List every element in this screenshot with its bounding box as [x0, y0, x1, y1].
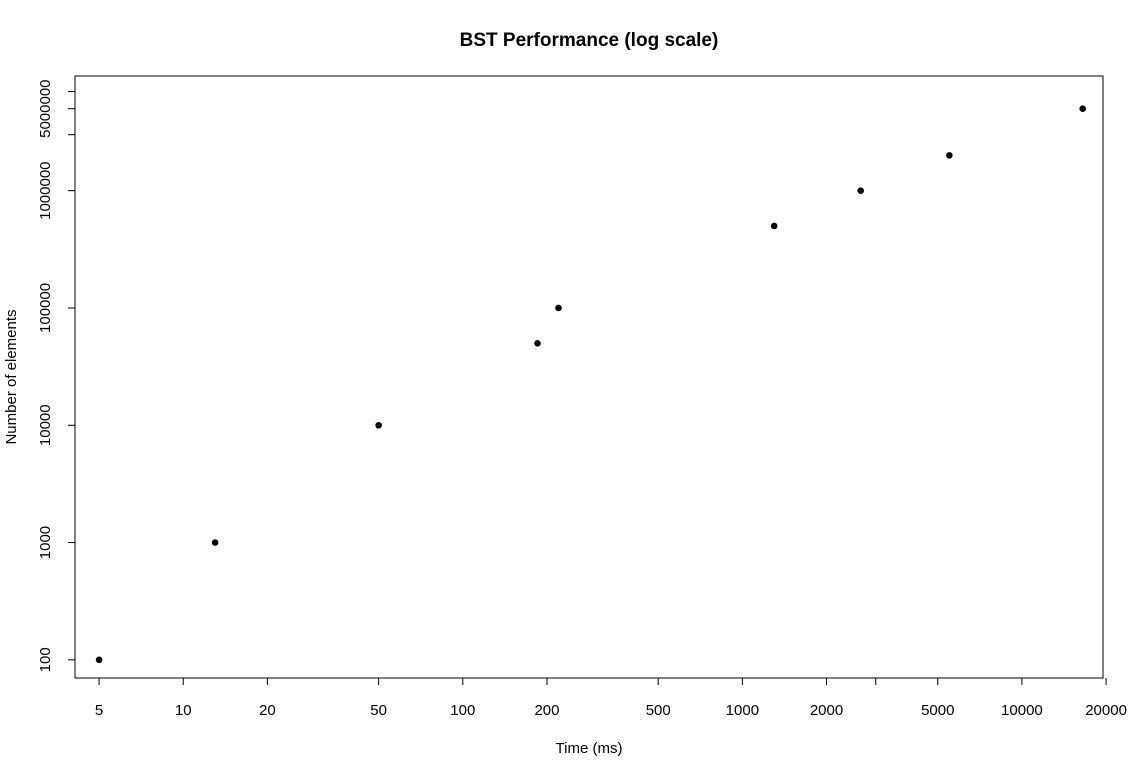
- data-point: [375, 421, 382, 429]
- data-point: [95, 656, 103, 664]
- y-tick-label: 1000: [37, 526, 54, 559]
- y-tick-label: 100000: [37, 283, 54, 333]
- data-point: [946, 152, 953, 159]
- data-point: [1079, 105, 1087, 112]
- data-points: [95, 105, 1087, 664]
- y-tick-label: 10000: [37, 404, 54, 446]
- x-tick-label: 20000: [1085, 702, 1127, 719]
- data-point: [857, 187, 864, 194]
- x-tick-label: 100: [450, 702, 475, 719]
- plot-frame: [74, 75, 1104, 679]
- x-tick-label: 5: [95, 702, 103, 719]
- y-axis-label: Number of elements: [3, 309, 20, 444]
- x-tick-label: 500: [646, 702, 671, 719]
- x-tick-label: 200: [534, 702, 559, 719]
- x-tick-label: 1000: [726, 702, 759, 719]
- chart-title: BST Performance (log scale): [460, 30, 719, 51]
- x-axis: 5 10 20 50 100 200 500 1000 2000 5000 10000 20000: [95, 678, 1127, 719]
- x-tick-label: 20: [259, 702, 276, 719]
- data-point: [534, 339, 541, 347]
- y-tick-label: 100: [37, 647, 54, 672]
- x-axis-label: Time (ms): [556, 740, 623, 757]
- x-tick-label: 2000: [810, 702, 843, 719]
- x-tick-label: 10: [175, 702, 192, 719]
- x-tick-label: 5000: [921, 702, 954, 719]
- x-tick-label: 10000: [1001, 702, 1043, 719]
- x-tick-label: 50: [370, 702, 387, 719]
- y-axis: 100 1000 10000 100000 1000000 5000000: [37, 79, 75, 672]
- y-tick-label: 1000000: [37, 161, 54, 219]
- data-point: [211, 539, 219, 546]
- data-point: [770, 222, 778, 230]
- data-point: [555, 304, 562, 312]
- y-tick-label: 5000000: [37, 79, 54, 137]
